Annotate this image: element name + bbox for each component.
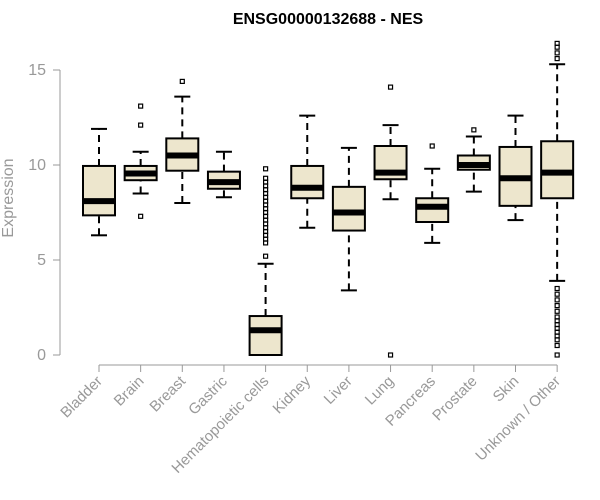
x-tick-label: Liver — [321, 373, 356, 408]
x-tick-label: Bladder — [57, 373, 106, 422]
outlier-point — [263, 166, 269, 172]
outlier-point — [554, 303, 560, 309]
box-kidney — [290, 114, 325, 229]
x-tick-label: Prostate — [429, 373, 481, 425]
outlier-point — [554, 352, 560, 358]
outlier-point — [554, 55, 560, 62]
box-skin — [498, 114, 533, 222]
y-tick-label: 0 — [37, 347, 46, 364]
plot-area — [82, 40, 575, 358]
outlier-point — [554, 308, 560, 314]
outlier-point — [554, 291, 560, 297]
box-unknown-other — [540, 40, 575, 358]
x-tick-label: Skin — [490, 373, 523, 406]
outlier-point — [554, 285, 560, 292]
x-tick-label: Brain — [111, 373, 148, 410]
y-axis-label: Expression — [0, 158, 17, 237]
box-iqr — [290, 164, 325, 200]
outlier-point — [554, 314, 560, 320]
x-tick-label: Lung — [362, 373, 398, 409]
outlier-point — [387, 84, 394, 90]
outlier-point — [554, 342, 560, 349]
box-liver — [331, 146, 366, 292]
outlier-point — [138, 103, 144, 109]
box-prostate — [456, 127, 491, 193]
box-hematopoietic-cells — [248, 166, 283, 356]
outlier-point — [429, 143, 435, 149]
outlier-point — [554, 50, 560, 56]
box-breast — [165, 78, 200, 204]
box-iqr — [331, 185, 366, 232]
box-iqr — [415, 197, 450, 223]
box-brain — [123, 103, 158, 219]
y-tick-label: 15 — [28, 62, 46, 79]
y-tick-label: 10 — [28, 157, 46, 174]
chart-title: ENSG00000132688 - NES — [233, 11, 424, 28]
outlier-point — [138, 213, 144, 219]
box-lung — [373, 84, 408, 358]
outlier-point — [263, 175, 269, 181]
x-tick-label: Kidney — [270, 372, 315, 417]
x-tick-label: Breast — [146, 372, 189, 415]
box-iqr — [82, 164, 116, 217]
box-bladder — [82, 127, 116, 237]
y-tick-label: 5 — [37, 252, 46, 269]
outlier-point — [138, 122, 144, 128]
y-axis: 0 5 10 15 — [28, 62, 61, 364]
outlier-point — [387, 352, 394, 358]
box-iqr — [248, 315, 283, 356]
outlier-point — [471, 127, 477, 133]
outlier-point — [554, 297, 560, 303]
outlier-point — [554, 40, 560, 47]
box-pancreas — [415, 143, 450, 244]
outlier-point — [179, 78, 185, 85]
box-gastric — [206, 150, 241, 199]
outlier-point — [263, 253, 269, 259]
